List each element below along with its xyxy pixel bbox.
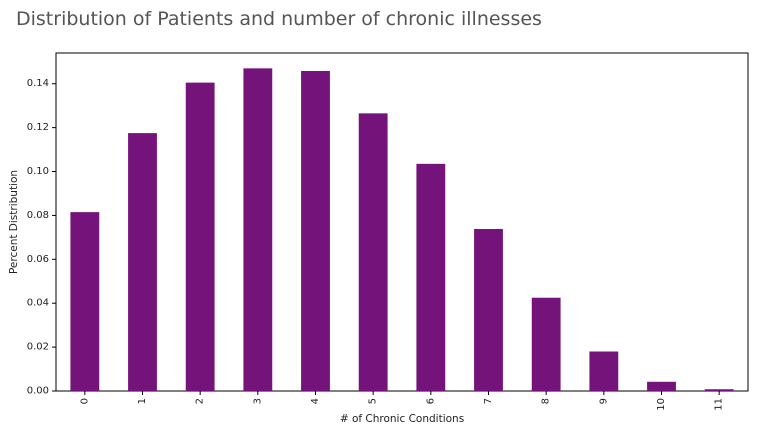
bar-8 bbox=[531, 297, 561, 391]
x-tick-label: 0 bbox=[79, 398, 90, 404]
y-tick-label: 0.06 bbox=[27, 254, 49, 265]
bar-1 bbox=[128, 133, 157, 391]
page-title: Distribution of Patients and number of c… bbox=[16, 8, 542, 30]
x-tick-label: 4 bbox=[310, 398, 321, 404]
bar-5 bbox=[358, 113, 388, 391]
y-tick-label: 0.12 bbox=[27, 122, 49, 133]
bar-9 bbox=[589, 351, 619, 391]
x-tick-label: 2 bbox=[195, 398, 206, 404]
bar-0 bbox=[70, 212, 100, 391]
bar-3 bbox=[243, 68, 273, 391]
y-tick-label: 0.14 bbox=[27, 78, 49, 89]
bar-10 bbox=[647, 381, 676, 391]
x-tick-label: 1 bbox=[137, 398, 148, 404]
bar-11 bbox=[704, 389, 734, 391]
bars-layer bbox=[70, 68, 734, 391]
y-axis-ticks: 0.00 0.02 0.04 0.06 0.08 0.10 0.12 0.14 bbox=[27, 78, 56, 397]
x-tick-label: 7 bbox=[483, 398, 494, 404]
bar-2 bbox=[185, 82, 215, 391]
x-tick-label: 9 bbox=[598, 398, 609, 404]
y-tick-label: 0.10 bbox=[27, 166, 49, 177]
x-tick-label: 8 bbox=[541, 398, 552, 404]
bar-7 bbox=[474, 229, 503, 391]
plot-area-frame bbox=[55, 52, 749, 392]
x-axis-ticks: 0 1 2 3 4 5 6 7 8 9 10 11 bbox=[79, 391, 725, 411]
y-axis-label: Percent Distribution bbox=[8, 170, 20, 274]
y-tick-label: 0.08 bbox=[27, 210, 49, 221]
x-tick-label: 10 bbox=[656, 398, 667, 411]
y-tick-label: 0.02 bbox=[27, 342, 49, 353]
x-tick-label: 5 bbox=[368, 398, 379, 404]
x-axis-label: # of Chronic Conditions bbox=[340, 413, 464, 425]
y-tick-label: 0.00 bbox=[27, 386, 49, 397]
x-tick-label: 11 bbox=[714, 398, 725, 411]
x-tick-label: 6 bbox=[425, 398, 436, 404]
x-tick-label: 3 bbox=[252, 398, 263, 404]
bar-4 bbox=[301, 70, 330, 391]
y-tick-label: 0.04 bbox=[27, 298, 49, 309]
bar-6 bbox=[416, 163, 446, 391]
